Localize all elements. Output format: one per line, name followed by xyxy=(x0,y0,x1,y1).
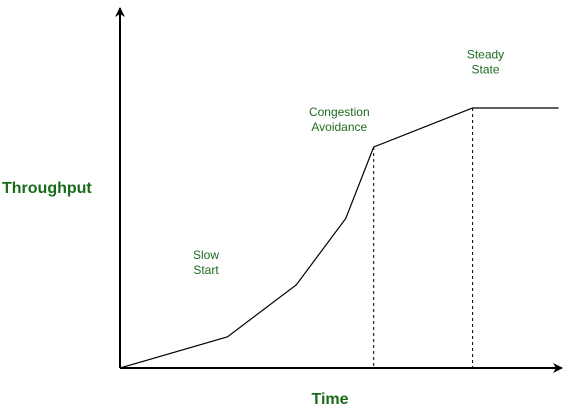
phase-annotation-line: Congestion xyxy=(309,105,370,119)
throughput-line xyxy=(119,107,559,369)
phase-annotation-line: Slow xyxy=(193,248,219,262)
series xyxy=(119,107,559,369)
phase-annotation-line: Steady xyxy=(467,48,504,62)
phase-annotation: Congestion Avoidance xyxy=(309,105,370,134)
axes xyxy=(115,7,563,373)
phase-annotations: Slow Start Congestion Avoidance Steady State xyxy=(193,48,504,277)
phase-annotation: Slow Start xyxy=(193,248,219,277)
phase-annotation-line: Avoidance xyxy=(311,120,367,134)
x-axis-label: Time xyxy=(311,391,348,408)
phase-annotation-line: State xyxy=(471,63,499,77)
phase-annotation-line: Start xyxy=(193,263,219,277)
phase-dividers xyxy=(373,108,474,368)
phase-annotation: Steady State xyxy=(467,48,504,77)
y-axis-label: Throughput xyxy=(2,180,92,197)
